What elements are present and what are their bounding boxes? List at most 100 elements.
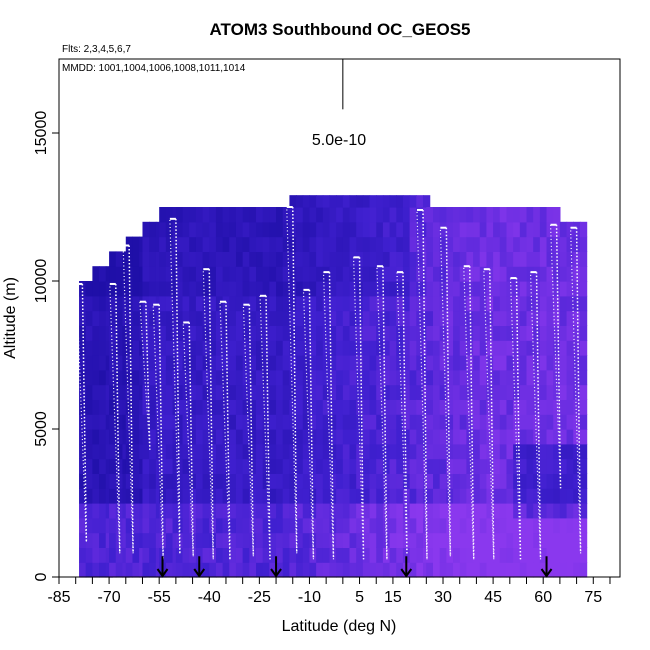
heatmap-cell <box>142 562 150 578</box>
heatmap-cell <box>189 473 197 489</box>
heatmap-cell <box>79 503 87 519</box>
heatmap-cell <box>426 547 434 563</box>
heatmap-cell <box>376 195 384 208</box>
heatmap-cell <box>215 221 224 238</box>
heatmap-cell <box>182 488 190 504</box>
heatmap-cell <box>426 414 434 430</box>
heatmap-cell <box>416 281 424 297</box>
heatmap-cell <box>109 251 117 267</box>
heatmap-cell <box>329 473 337 489</box>
heatmap-cell <box>229 310 237 326</box>
heatmap-cell <box>349 517 357 534</box>
heatmap-cell <box>493 266 501 282</box>
heatmap-cell <box>336 340 344 356</box>
heatmap-cell <box>229 458 237 474</box>
heatmap-cell <box>362 266 371 282</box>
heatmap-cell <box>302 517 311 534</box>
heatmap-cell <box>519 532 528 548</box>
heatmap-cell <box>242 236 250 252</box>
heatmap-cell <box>362 562 371 578</box>
heatmap-cell <box>356 532 364 548</box>
heatmap-cell <box>546 221 554 238</box>
heatmap-cell <box>376 266 384 282</box>
heatmap-cell <box>389 325 397 341</box>
heatmap-cell <box>336 207 344 223</box>
heatmap-cell <box>539 251 548 267</box>
heatmap-cell <box>329 488 337 504</box>
heatmap-cell <box>559 340 568 356</box>
heatmap-cell <box>382 458 391 474</box>
flight-ascent-path <box>416 209 428 560</box>
heatmap-cell <box>369 517 377 534</box>
heatmap-cell <box>506 547 514 563</box>
heatmap-cell <box>189 458 197 474</box>
heatmap-cell <box>342 325 351 341</box>
heatmap-cell <box>566 399 574 415</box>
heatmap-cell <box>559 295 568 312</box>
heatmap-cell <box>422 195 431 208</box>
heatmap-cell <box>165 414 174 430</box>
heatmap-cell <box>165 473 174 489</box>
heatmap-cell <box>369 399 377 415</box>
heatmap-cell <box>409 458 417 474</box>
heatmap-cell <box>276 266 284 282</box>
heatmap-cell <box>316 236 324 252</box>
heatmap-cell <box>336 443 344 460</box>
heatmap-cell <box>336 266 344 282</box>
heatmap-cell <box>182 340 190 356</box>
heatmap-cell <box>546 473 554 489</box>
heatmap-cell <box>446 207 454 223</box>
heatmap-cell <box>195 221 204 238</box>
heatmap-cell <box>362 221 371 238</box>
heatmap-cell <box>289 429 297 445</box>
heatmap-cell <box>526 310 534 326</box>
heatmap-cell <box>466 414 474 430</box>
heatmap-cell <box>493 547 501 563</box>
heatmap-cell <box>175 429 184 445</box>
heatmap-cell <box>256 443 264 460</box>
heatmap-cell <box>149 355 157 371</box>
flight-ascent-path <box>529 272 542 560</box>
heatmap-cell <box>322 221 331 238</box>
heatmap-cell <box>376 414 384 430</box>
heatmap-cell <box>506 325 514 341</box>
heatmap-cell <box>382 207 391 223</box>
heatmap-cell <box>453 562 461 578</box>
heatmap-cell <box>459 503 467 519</box>
heatmap-cell <box>215 458 224 474</box>
heatmap-cell <box>433 503 441 519</box>
heatmap-cell <box>416 429 424 445</box>
heatmap-cell <box>202 473 210 489</box>
heatmap-cell <box>309 266 317 282</box>
heatmap-cell <box>296 517 304 534</box>
heatmap-cell <box>479 399 488 415</box>
heatmap-cell <box>215 355 224 371</box>
heatmap-cell <box>539 443 548 460</box>
heatmap-cell <box>433 384 441 400</box>
heatmap-cell <box>316 503 324 519</box>
heatmap-cell <box>426 429 434 445</box>
flight-ascent-path <box>139 301 151 450</box>
heatmap-cell <box>382 340 391 356</box>
heatmap-cell <box>559 429 568 445</box>
heatmap-cell <box>189 562 197 578</box>
heatmap-cell <box>149 266 157 282</box>
heatmap-cell <box>256 503 264 519</box>
heatmap-cell <box>473 429 481 445</box>
heatmap-cell <box>132 532 140 548</box>
flight-profile <box>139 300 151 450</box>
heatmap-cell <box>499 414 508 430</box>
heatmap-cell <box>92 369 100 386</box>
heatmap-cell <box>493 384 501 400</box>
heatmap-cell <box>235 266 244 282</box>
heatmap-cell <box>439 266 447 282</box>
heatmap-cell <box>396 384 404 400</box>
heatmap-cell <box>235 325 244 341</box>
heatmap-cell <box>195 340 204 356</box>
heatmap-cell <box>249 547 257 563</box>
heatmap-cell <box>235 236 244 252</box>
heatmap-cell <box>99 562 107 578</box>
heatmap-cell <box>182 517 190 534</box>
heatmap-cell <box>209 310 217 326</box>
heatmap-cell <box>209 384 217 400</box>
